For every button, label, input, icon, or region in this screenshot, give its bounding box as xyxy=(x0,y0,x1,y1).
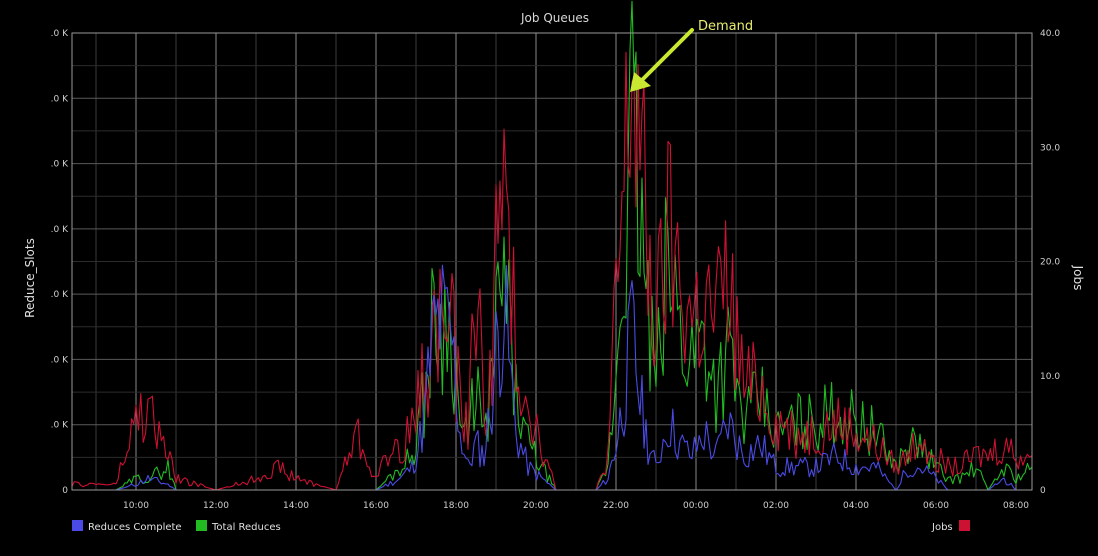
y-right-tick-label: 0 xyxy=(1040,486,1046,496)
x-tick-label: 06:00 xyxy=(923,501,949,511)
legend-label-total-reduces: Total Reduces xyxy=(211,522,281,533)
legend-label-reduces-complete: Reduces Complete xyxy=(88,522,182,533)
plot-border xyxy=(71,32,1033,491)
x-tick-label: 20:00 xyxy=(523,501,549,511)
y-axis-left-label: Reduce_Slots xyxy=(23,238,37,318)
y-left-tick-label: .0 K xyxy=(51,421,69,431)
series-line-jobs xyxy=(71,51,1033,491)
y-left-tick-label: 0 xyxy=(62,486,68,496)
chart-title: Job Queues xyxy=(520,11,589,25)
legend: Reduces Complete Total Reduces Jobs xyxy=(72,520,970,533)
x-tick-label: 18:00 xyxy=(443,501,469,511)
x-tick-label: 14:00 xyxy=(283,501,309,511)
axes: 0 .0 K .0 K .0 K .0 K .0 K .0 K .0 K 0 10.0 20.0 30… xyxy=(51,29,1061,511)
y-left-tick-label: .0 K xyxy=(51,290,69,300)
y-left-tick-label: .0 K xyxy=(51,160,69,170)
legend-swatch-jobs[interactable] xyxy=(959,520,970,531)
demand-arrow-line xyxy=(640,28,694,82)
demand-arrow-head xyxy=(630,72,651,92)
x-tick-label: 00:00 xyxy=(683,501,709,511)
x-tick-label: 16:00 xyxy=(363,501,389,511)
y-left-tick-label: .0 K xyxy=(51,29,69,39)
x-tick-label: 12:00 xyxy=(203,501,229,511)
y-right-tick-label: 40.0 xyxy=(1040,29,1060,39)
legend-label-jobs: Jobs xyxy=(931,522,953,533)
legend-swatch-total-reduces[interactable] xyxy=(196,520,207,531)
y-left-tick-label: .0 K xyxy=(51,225,69,235)
y-left-tick-label: .0 K xyxy=(51,355,69,365)
demand-annotation: Demand xyxy=(630,19,753,92)
legend-swatch-reduces-complete[interactable] xyxy=(72,520,83,531)
x-tick-label: 02:00 xyxy=(763,501,789,511)
y-left-tick-label: .0 K xyxy=(51,94,69,104)
y-right-tick-label: 10.0 xyxy=(1040,372,1060,382)
x-tick-label: 22:00 xyxy=(603,501,629,511)
x-tick-label: 08:00 xyxy=(1003,501,1029,511)
y-right-tick-label: 30.0 xyxy=(1040,143,1060,153)
demand-annotation-text: Demand xyxy=(698,19,753,34)
y-axis-right-label: Jobs xyxy=(1071,265,1085,291)
x-tick-label: 04:00 xyxy=(843,501,869,511)
x-tick-label: 10:00 xyxy=(123,501,149,511)
y-right-tick-label: 20.0 xyxy=(1040,258,1060,268)
